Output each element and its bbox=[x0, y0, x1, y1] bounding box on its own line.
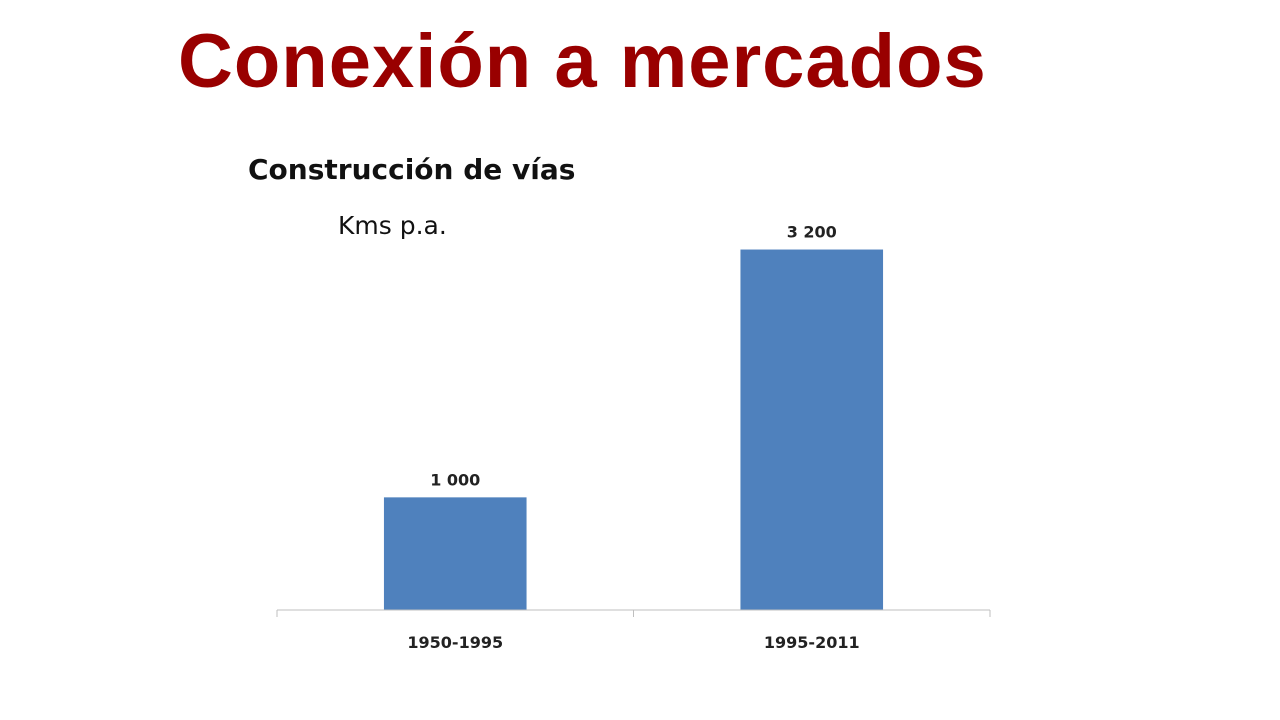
bar-1950-1995 bbox=[383, 497, 527, 610]
chart-title: Construcción de vías bbox=[248, 153, 576, 186]
data-label-1995-2011: 3 200 bbox=[787, 223, 837, 242]
labels-group: 1 000 1950-1995 3 200 1995-2011 bbox=[407, 223, 859, 652]
tick-label-1950-1995: 1950-1995 bbox=[407, 633, 503, 652]
bar-1995-2011 bbox=[740, 249, 884, 610]
chart-subtitle: Kms p.a. bbox=[338, 211, 447, 240]
data-label-1950-1995: 1 000 bbox=[430, 470, 480, 489]
tick-label-1995-2011: 1995-2011 bbox=[764, 633, 860, 652]
slide-title: Conexión a mercados bbox=[178, 19, 987, 104]
x-axis bbox=[276, 609, 991, 617]
bars-group bbox=[383, 249, 884, 610]
